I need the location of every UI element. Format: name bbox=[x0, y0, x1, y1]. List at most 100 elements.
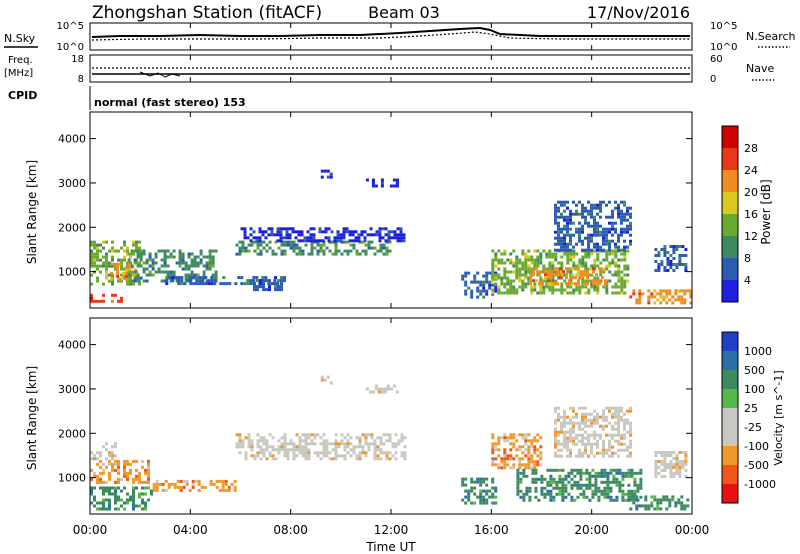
colorbar-tick-label: 24 bbox=[744, 164, 758, 177]
data-cell bbox=[399, 236, 403, 240]
data-cell bbox=[304, 445, 308, 449]
data-cell bbox=[557, 242, 560, 246]
data-cell bbox=[102, 293, 105, 297]
data-cell bbox=[521, 261, 525, 265]
data-cell bbox=[521, 285, 525, 289]
data-cell bbox=[479, 289, 483, 293]
data-cell bbox=[500, 258, 504, 262]
data-cell bbox=[280, 288, 283, 292]
data-cell bbox=[684, 269, 688, 272]
data-cell bbox=[312, 239, 316, 243]
data-cell bbox=[614, 273, 618, 277]
data-cell bbox=[464, 271, 468, 275]
data-cell bbox=[617, 430, 620, 434]
data-cell bbox=[154, 252, 158, 256]
data-cell bbox=[542, 285, 546, 289]
data-cell bbox=[367, 445, 371, 449]
data-cell bbox=[108, 501, 111, 505]
data-cell bbox=[617, 273, 621, 277]
data-cell bbox=[584, 406, 587, 410]
data-cell bbox=[570, 486, 574, 490]
data-cell bbox=[519, 489, 523, 493]
data-cell bbox=[605, 215, 608, 219]
data-cell bbox=[135, 477, 138, 481]
data-cell bbox=[629, 242, 632, 246]
data-cell bbox=[572, 252, 576, 256]
data-cell bbox=[244, 454, 248, 458]
data-cell bbox=[169, 279, 173, 283]
data-region bbox=[152, 479, 237, 492]
data-cell bbox=[630, 474, 634, 478]
data-cell bbox=[255, 236, 259, 240]
data-cell bbox=[319, 436, 323, 440]
data-cell bbox=[246, 236, 250, 240]
data-cell bbox=[594, 477, 598, 481]
data-cell bbox=[464, 283, 468, 287]
data-cell bbox=[581, 442, 584, 446]
data-cell bbox=[334, 445, 338, 449]
data-cell bbox=[623, 421, 626, 425]
data-cell bbox=[572, 291, 576, 295]
data-cell bbox=[675, 466, 679, 469]
data-cell bbox=[623, 412, 626, 416]
data-cell bbox=[214, 270, 218, 274]
data-cell bbox=[572, 249, 576, 253]
data-cell bbox=[126, 261, 129, 265]
data-cell bbox=[252, 276, 256, 280]
data-cell bbox=[684, 457, 688, 460]
data-cell bbox=[653, 295, 657, 299]
data-cell bbox=[244, 436, 248, 440]
data-cell bbox=[617, 412, 620, 416]
data-cell bbox=[654, 254, 658, 257]
data-cell bbox=[221, 479, 225, 483]
data-cell bbox=[509, 261, 513, 265]
data-cell bbox=[192, 282, 196, 286]
data-cell bbox=[620, 406, 623, 410]
data-cell bbox=[178, 258, 182, 262]
data-cell bbox=[550, 273, 553, 277]
data-cell bbox=[675, 266, 679, 269]
data-cell bbox=[292, 240, 296, 244]
data-cell bbox=[527, 433, 531, 437]
data-cell bbox=[617, 406, 620, 410]
data-cell bbox=[166, 270, 170, 274]
data-cell bbox=[675, 472, 679, 475]
data-cell bbox=[600, 468, 604, 472]
data-cell bbox=[358, 436, 362, 440]
data-cell bbox=[605, 418, 608, 422]
data-cell bbox=[656, 298, 660, 302]
data-cell bbox=[620, 415, 623, 419]
data-cell bbox=[623, 418, 626, 422]
data-cell bbox=[283, 240, 287, 244]
data-cell bbox=[557, 206, 560, 210]
data-cell bbox=[662, 295, 666, 299]
data-cell bbox=[367, 240, 371, 244]
data-cell bbox=[127, 270, 131, 274]
data-cell bbox=[581, 285, 585, 289]
data-cell bbox=[581, 258, 585, 262]
data-cell bbox=[680, 504, 684, 508]
data-cell bbox=[306, 236, 310, 240]
data-cell bbox=[334, 252, 338, 256]
data-cell bbox=[385, 252, 389, 256]
data-cell bbox=[119, 262, 123, 266]
data-cell bbox=[630, 495, 634, 499]
data-cell bbox=[629, 433, 632, 437]
data-cell bbox=[301, 448, 305, 452]
data-cell bbox=[181, 252, 185, 256]
data-cell bbox=[173, 482, 177, 486]
data-cell bbox=[295, 454, 299, 458]
data-cell bbox=[479, 498, 483, 502]
data-cell bbox=[253, 285, 256, 289]
data-cell bbox=[328, 457, 332, 461]
data-cell bbox=[548, 249, 552, 253]
data-cell bbox=[662, 298, 666, 302]
data-cell bbox=[169, 273, 173, 277]
data-cell bbox=[587, 442, 590, 446]
data-cell bbox=[653, 495, 657, 499]
data-cell bbox=[163, 258, 167, 262]
data-cell bbox=[114, 498, 117, 502]
data-cell bbox=[527, 258, 531, 262]
data-cell bbox=[283, 279, 286, 283]
